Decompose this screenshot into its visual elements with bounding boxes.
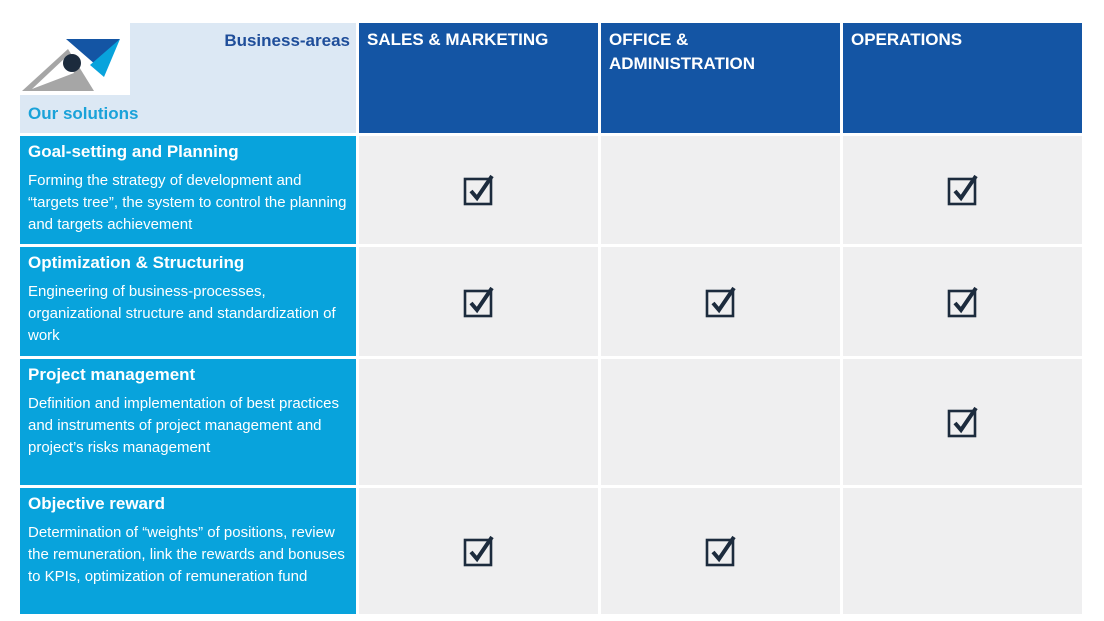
checked-box-icon [946, 173, 980, 207]
matrix-cell [359, 136, 598, 244]
column-header-label: SALES & MARKETING [367, 30, 549, 49]
matrix-cell [843, 359, 1082, 485]
business-areas-label: Business-areas [224, 31, 350, 50]
checked-box-icon [462, 534, 496, 568]
column-header-operations: OPERATIONS [843, 23, 1082, 133]
matrix-cell [359, 359, 598, 485]
matrix-cell [601, 359, 840, 485]
row-header-optimization: Optimization & Structuring Engineering o… [20, 247, 356, 356]
matrix-cell [843, 488, 1082, 614]
matrix-cell [843, 136, 1082, 244]
checked-box-icon [946, 405, 980, 439]
checked-box-icon [462, 285, 496, 319]
logo [20, 23, 130, 95]
checked-box-icon [946, 285, 980, 319]
row-description: Definition and implementation of best pr… [28, 395, 340, 456]
row-header-goal-setting: Goal-setting and Planning Forming the st… [20, 136, 356, 244]
our-solutions-label: Our solutions [28, 104, 139, 123]
row-title: Goal-setting and Planning [28, 142, 239, 161]
row-description: Determination of “weights” of positions,… [28, 524, 345, 585]
row-header-objective-reward: Objective reward Determination of “weigh… [20, 488, 356, 614]
column-header-office-administration: OFFICE & ADMINISTRATION [601, 23, 840, 133]
row-title: Objective reward [28, 494, 166, 513]
matrix-cell [601, 247, 840, 356]
row-header-project-management: Project management Definition and implem… [20, 359, 356, 485]
row-title: Optimization & Structuring [28, 253, 245, 272]
checked-box-icon [462, 173, 496, 207]
row-description: Forming the strategy of development and … [28, 172, 347, 233]
matrix-cell [601, 488, 840, 614]
row-description: Engineering of business-processes, organ… [28, 283, 336, 344]
column-header-sales-marketing: SALES & MARKETING [359, 23, 598, 133]
matrix-cell [359, 247, 598, 356]
column-header-label: OFFICE & ADMINISTRATION [609, 30, 756, 73]
matrix-cell [843, 247, 1082, 356]
checked-box-icon [704, 534, 738, 568]
checked-box-icon [704, 285, 738, 319]
column-header-label: OPERATIONS [851, 30, 963, 49]
row-title: Project management [28, 365, 196, 384]
matrix-cell [601, 136, 840, 244]
matrix-cell [359, 488, 598, 614]
company-logo-icon [22, 39, 120, 91]
